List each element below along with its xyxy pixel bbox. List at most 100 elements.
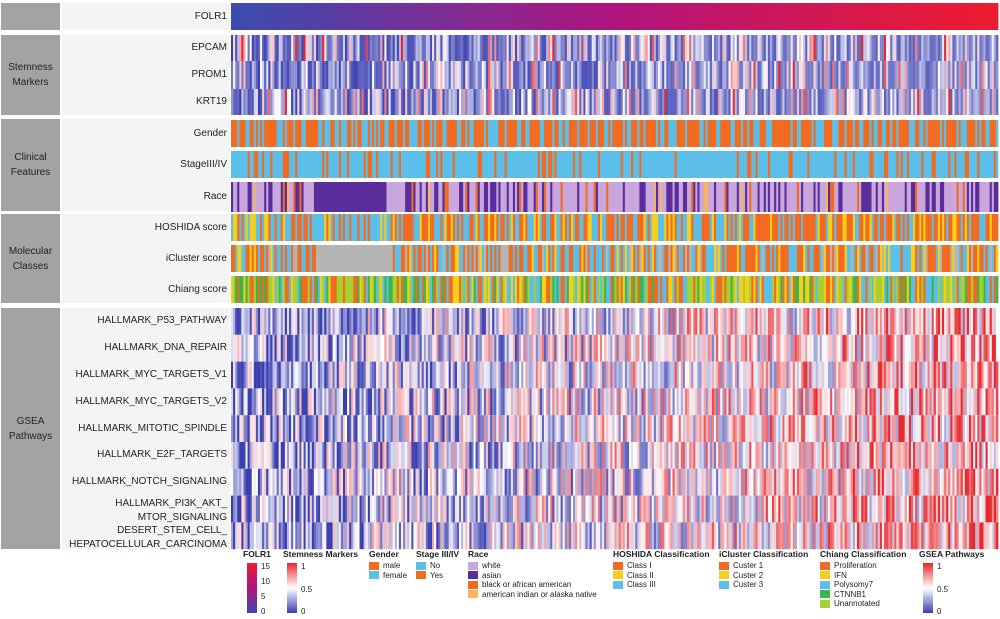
cell-gsea <box>691 522 694 550</box>
cell-hoshida <box>409 214 412 241</box>
cell-gender <box>597 120 601 147</box>
cell-stage <box>575 151 578 178</box>
cell-stemness <box>320 35 323 61</box>
cell-icluster <box>374 245 377 272</box>
cell-icluster <box>243 245 246 272</box>
cell-gsea <box>405 495 408 523</box>
cell-gsea <box>388 334 392 362</box>
cell-hoshida <box>328 214 331 241</box>
cell-gsea <box>508 334 512 362</box>
cell-stemness <box>392 61 396 89</box>
cell-stemness <box>380 61 383 89</box>
cell-gsea <box>475 388 479 416</box>
cell-chiang <box>707 276 711 303</box>
cell-stemness <box>593 89 597 115</box>
cell-gsea <box>732 522 736 550</box>
cell-gsea <box>442 468 445 496</box>
cell-stemness <box>645 61 649 89</box>
cell-hoshida <box>697 214 700 241</box>
cell-chiang <box>504 276 508 303</box>
cell-gsea <box>697 442 700 469</box>
cell-gsea <box>425 415 429 442</box>
cell-gender <box>367 120 371 147</box>
cell-folr1 <box>757 3 761 30</box>
cell-gsea <box>593 442 597 469</box>
cell-gsea <box>749 415 752 442</box>
cell-gsea <box>376 442 379 469</box>
cell-gsea <box>264 442 267 469</box>
cell-stemness <box>490 89 493 115</box>
cell-gender <box>264 120 267 147</box>
cell-gsea <box>614 308 617 335</box>
cell-race <box>535 182 539 212</box>
row-label: HALLMARK_MYC_TARGETS_V2 <box>75 395 227 407</box>
cell-gsea <box>743 361 746 389</box>
cell-stage <box>494 151 497 178</box>
cell-gsea <box>440 495 443 523</box>
cell-gsea <box>583 468 586 496</box>
cell-gsea <box>264 522 267 550</box>
cell-gsea <box>587 308 591 335</box>
cell-gsea <box>637 442 640 469</box>
cell-stemness <box>239 35 242 61</box>
cell-stemness <box>407 35 410 61</box>
cell-gsea <box>697 308 700 335</box>
cell-gsea <box>417 468 421 496</box>
cell-gsea <box>266 308 269 335</box>
cell-stage <box>670 151 673 178</box>
cell-folr1 <box>641 3 644 30</box>
cell-icluster <box>695 245 698 272</box>
cell-gender <box>351 120 354 147</box>
cell-folr1 <box>380 3 383 30</box>
cell-stemness <box>338 35 342 61</box>
cell-gsea <box>560 415 564 442</box>
cell-gsea <box>320 388 323 416</box>
cell-race <box>405 182 408 212</box>
cell-gsea <box>631 495 634 523</box>
cell-race <box>753 182 756 212</box>
cell-gsea <box>249 522 253 550</box>
cell-gsea <box>668 415 671 442</box>
cell-hoshida <box>286 214 290 241</box>
cell-icluster <box>682 245 686 272</box>
cell-gsea <box>313 442 317 469</box>
cell-stemness <box>417 89 421 115</box>
cell-gsea <box>284 468 288 496</box>
cell-chiang <box>392 276 396 303</box>
cell-gsea <box>461 388 464 416</box>
cell-stemness <box>469 61 472 89</box>
cell-gsea <box>272 468 275 496</box>
cell-gsea <box>320 442 323 469</box>
cell-stemness <box>235 35 238 61</box>
cell-gsea <box>732 388 736 416</box>
cell-gender <box>577 120 580 147</box>
cell-gsea <box>301 415 304 442</box>
cell-gsea <box>471 415 474 442</box>
cell-gsea <box>562 361 566 389</box>
cell-stemness <box>633 89 636 115</box>
cell-stemness <box>539 35 543 61</box>
cell-gsea <box>465 308 468 335</box>
cell-folr1 <box>514 3 518 30</box>
label-bg <box>62 308 230 549</box>
cell-gsea <box>581 361 584 389</box>
cell-gsea <box>235 308 238 335</box>
cell-stemness <box>662 61 665 89</box>
cell-gsea <box>716 334 719 362</box>
cell-gsea <box>454 308 458 335</box>
cell-stemness <box>278 89 282 115</box>
cell-stemness <box>415 61 418 89</box>
cell-stage <box>299 151 302 178</box>
cell-folr1 <box>724 3 727 30</box>
cell-gsea <box>432 495 435 523</box>
cell-folr1 <box>436 3 439 30</box>
cell-stemness <box>361 35 365 61</box>
cell-gsea <box>645 522 649 550</box>
cell-chiang <box>498 276 501 303</box>
cell-stemness <box>552 89 555 115</box>
cell-chiang <box>633 276 636 303</box>
cell-hoshida <box>413 214 416 241</box>
cell-stage <box>488 151 491 178</box>
cell-gsea <box>645 442 649 469</box>
cell-gsea <box>286 468 290 496</box>
